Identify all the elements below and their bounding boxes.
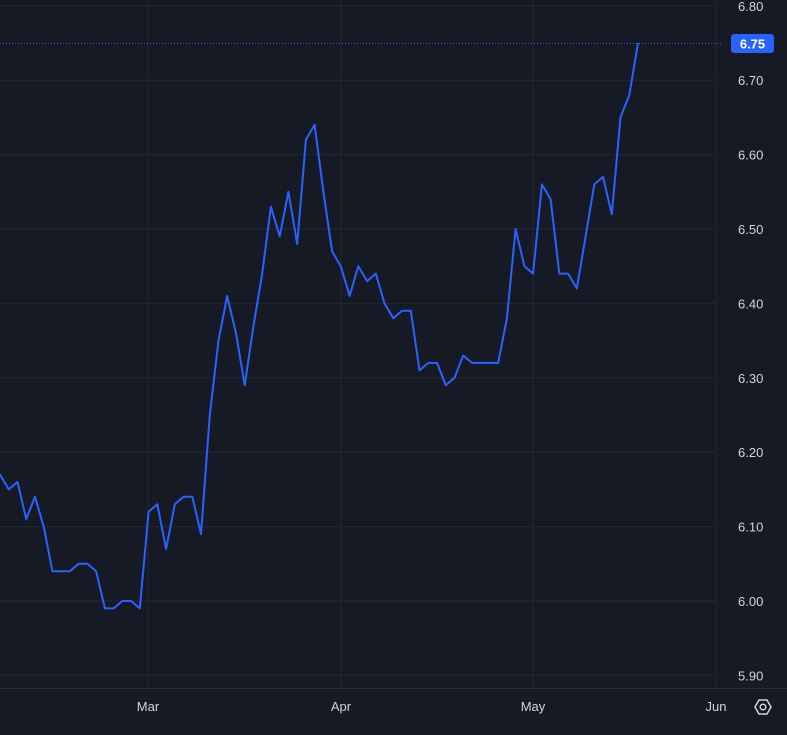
y-tick-label: 6.40 [738, 296, 763, 311]
last-price-label: 6.75 [731, 34, 774, 53]
x-tick-label: Jun [706, 699, 727, 714]
y-tick-label: 6.30 [738, 371, 763, 386]
gear-settings-icon[interactable] [751, 695, 775, 719]
horizontal-gridlines [0, 5, 716, 676]
y-tick-label: 6.20 [738, 445, 763, 460]
vertical-gridlines [147, 0, 717, 688]
y-tick-label: 6.10 [738, 520, 763, 535]
y-tick-label: 6.80 [738, 0, 763, 14]
x-tick-label: Mar [137, 699, 160, 714]
price-series-line [0, 42, 639, 610]
y-tick-label: 5.90 [738, 668, 763, 683]
settings-glyph [754, 699, 772, 715]
x-tick-label: May [521, 699, 546, 714]
y-tick-label: 6.70 [738, 73, 763, 88]
last-price-label-text: 6.75 [740, 37, 765, 52]
y-tick-label: 6.60 [738, 148, 763, 163]
x-tick-label: Apr [331, 699, 352, 714]
y-tick-label: 6.50 [738, 222, 763, 237]
y-tick-label: 6.00 [738, 594, 763, 609]
price-axis: 6.80 6.70 6.60 6.50 6.40 6.30 6.20 6.10 6.00 5.90 [738, 0, 763, 683]
last-price-label-bg [731, 34, 774, 53]
time-axis: Mar Apr May Jun [137, 699, 727, 714]
